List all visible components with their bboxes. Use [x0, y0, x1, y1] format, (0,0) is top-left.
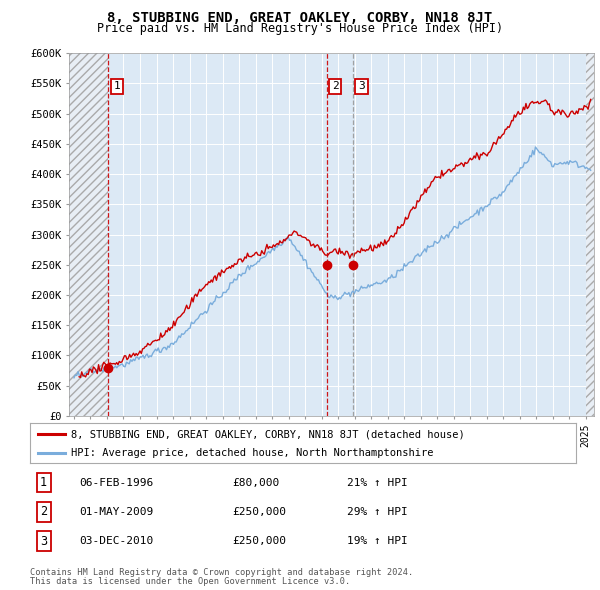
Text: 3: 3	[40, 535, 47, 548]
Text: 21% ↑ HPI: 21% ↑ HPI	[347, 477, 407, 487]
Text: 8, STUBBING END, GREAT OAKLEY, CORBY, NN18 8JT (detached house): 8, STUBBING END, GREAT OAKLEY, CORBY, NN…	[71, 430, 465, 440]
Text: 19% ↑ HPI: 19% ↑ HPI	[347, 536, 407, 546]
Text: £250,000: £250,000	[232, 536, 286, 546]
Text: Price paid vs. HM Land Registry's House Price Index (HPI): Price paid vs. HM Land Registry's House …	[97, 22, 503, 35]
Text: £250,000: £250,000	[232, 507, 286, 517]
Text: £80,000: £80,000	[232, 477, 279, 487]
Text: 01-MAY-2009: 01-MAY-2009	[79, 507, 154, 517]
Text: 1: 1	[113, 81, 120, 91]
Bar	[586, 53, 594, 416]
Text: 8, STUBBING END, GREAT OAKLEY, CORBY, NN18 8JT: 8, STUBBING END, GREAT OAKLEY, CORBY, NN…	[107, 11, 493, 25]
Text: 29% ↑ HPI: 29% ↑ HPI	[347, 507, 407, 517]
Bar	[69, 53, 109, 416]
Text: 2: 2	[332, 81, 338, 91]
Text: HPI: Average price, detached house, North Northamptonshire: HPI: Average price, detached house, Nort…	[71, 448, 433, 458]
Text: 06-FEB-1996: 06-FEB-1996	[79, 477, 154, 487]
Text: Contains HM Land Registry data © Crown copyright and database right 2024.: Contains HM Land Registry data © Crown c…	[30, 568, 413, 576]
Text: This data is licensed under the Open Government Licence v3.0.: This data is licensed under the Open Gov…	[30, 577, 350, 586]
Text: 2: 2	[40, 505, 47, 519]
Text: 03-DEC-2010: 03-DEC-2010	[79, 536, 154, 546]
Text: 1: 1	[40, 476, 47, 489]
Text: 3: 3	[358, 81, 365, 91]
